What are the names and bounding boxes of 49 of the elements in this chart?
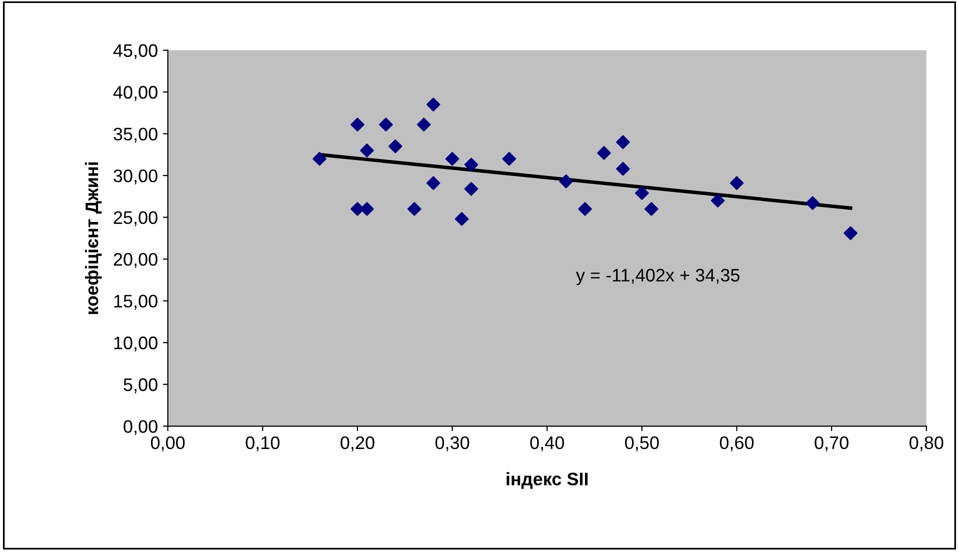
point <box>388 139 402 154</box>
point <box>730 176 744 190</box>
point <box>464 158 478 172</box>
y-tick-label: 25,00 <box>114 211 158 226</box>
y-tick-label: 15,00 <box>114 294 158 310</box>
point <box>616 135 630 150</box>
x-tick-label: 0,60 <box>720 436 754 452</box>
y-tick-label: 35,00 <box>114 128 158 143</box>
y-tick-label: 30,00 <box>114 169 158 184</box>
x-axis-title: індекс SII <box>506 472 588 489</box>
y-tick-label: 0,00 <box>124 420 158 435</box>
point <box>379 118 393 132</box>
point <box>312 152 326 166</box>
point <box>616 162 630 176</box>
x-tick-label: 0,50 <box>625 436 659 452</box>
point <box>710 194 725 208</box>
point <box>416 118 431 132</box>
y-tick-label: 40,00 <box>113 86 158 101</box>
y-tick-label: 45,00 <box>113 44 158 60</box>
point <box>445 152 460 166</box>
annotation: y = -11,402x + 34,35 <box>576 268 740 286</box>
point <box>350 118 364 132</box>
point <box>407 202 422 216</box>
x-tick-label: 0,40 <box>530 436 564 452</box>
x-tick-label: 0,30 <box>435 436 470 452</box>
x-tick-label: 0,10 <box>246 436 280 452</box>
point <box>426 98 440 112</box>
point <box>464 182 478 196</box>
y-tick-label: 5,00 <box>124 378 158 394</box>
point <box>806 196 820 210</box>
x-tick-label: 0,20 <box>340 436 374 452</box>
y-tick-label: 10,00 <box>114 336 158 352</box>
point <box>426 176 440 190</box>
x-tick-label: 0,70 <box>814 436 848 452</box>
point <box>350 202 364 216</box>
point <box>644 202 658 216</box>
point <box>578 202 592 216</box>
point <box>360 202 374 216</box>
point <box>635 186 649 200</box>
point <box>559 174 573 188</box>
y-axis-title: коефіцієнт Джині <box>84 162 102 314</box>
point <box>360 144 374 158</box>
x-tick-label: 0,00 <box>150 436 185 452</box>
y-tick-label: 20,00 <box>114 253 158 268</box>
point <box>502 152 516 166</box>
point <box>454 212 469 226</box>
point <box>597 146 611 160</box>
point <box>844 226 858 240</box>
x-tick-label: 0,80 <box>910 436 944 452</box>
